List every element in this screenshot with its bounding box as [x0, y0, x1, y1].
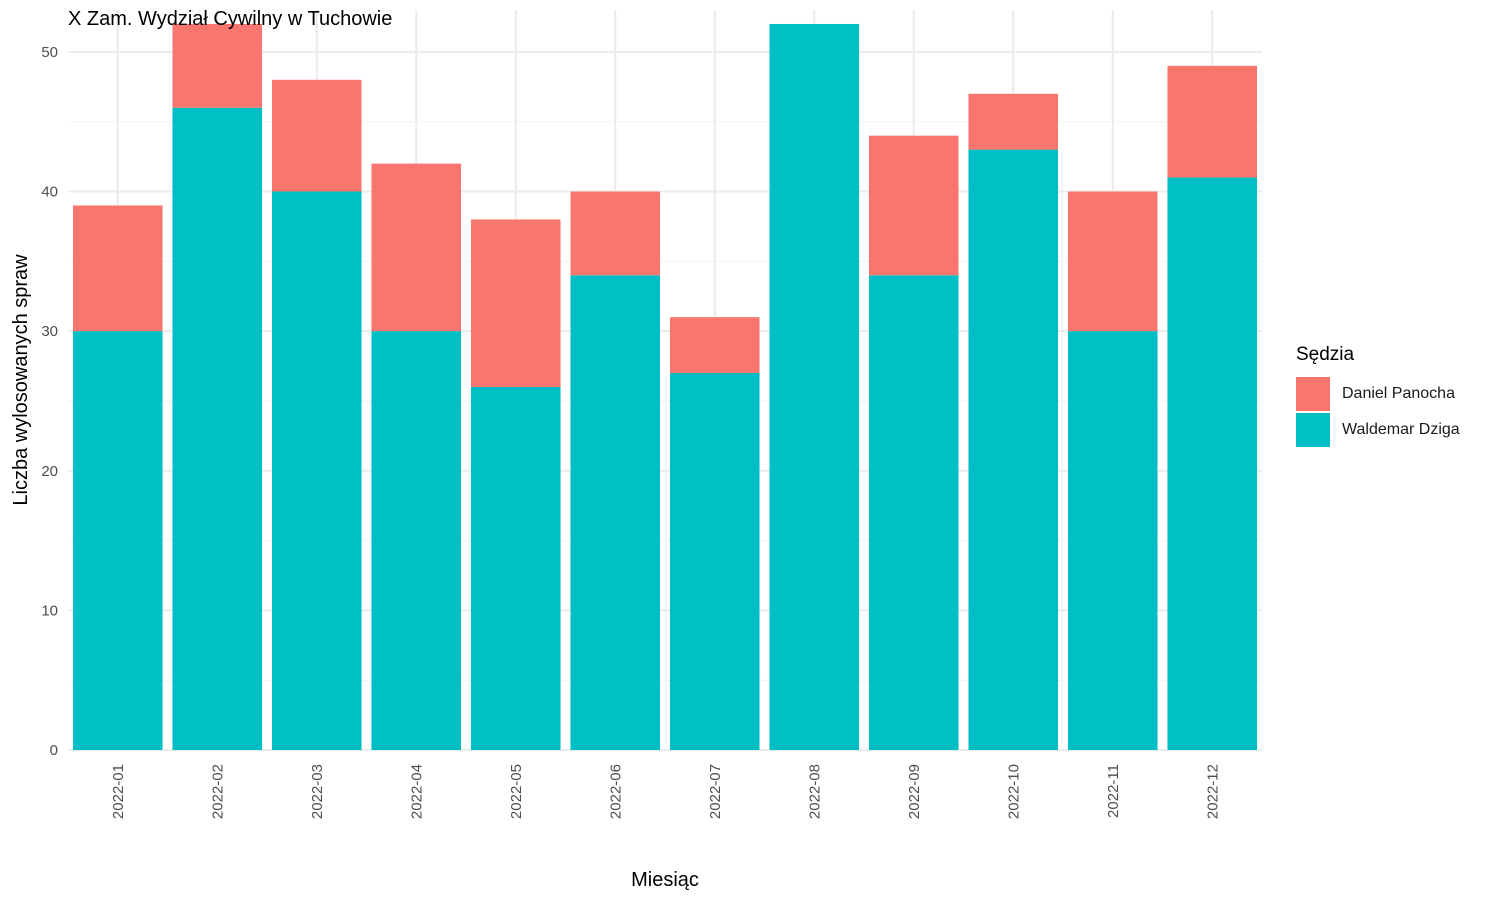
x-axis-title: Miesiąc — [631, 869, 699, 891]
bar — [570, 191, 661, 276]
bar — [868, 275, 959, 750]
x-tick-label: 2022-02 — [209, 764, 226, 819]
bar — [968, 93, 1059, 150]
bar — [1167, 65, 1258, 178]
x-tick-label: 2022-04 — [408, 764, 425, 819]
y-tick-label: 30 — [41, 323, 58, 340]
legend-swatch — [1296, 377, 1330, 411]
x-tick-label: 2022-05 — [508, 764, 525, 819]
y-tick-label: 20 — [41, 463, 58, 480]
legend-item: Waldemar Dziga — [1296, 412, 1460, 448]
y-tick-label: 0 — [50, 742, 58, 759]
bar — [371, 331, 462, 750]
bar — [1067, 331, 1158, 750]
legend-swatch — [1296, 413, 1330, 447]
x-tick-label: 2022-10 — [1005, 764, 1022, 819]
legend-label: Waldemar Dziga — [1342, 421, 1460, 438]
chart-title: X Zam. Wydział Cywilny w Tuchowie — [68, 8, 393, 30]
legend-label: Daniel Panocha — [1342, 385, 1455, 402]
bar — [72, 331, 163, 750]
bar — [1067, 191, 1158, 332]
bar — [470, 386, 561, 750]
legend-title: Sędzia — [1296, 344, 1355, 365]
y-tick-label: 10 — [41, 602, 58, 619]
bar — [669, 373, 760, 750]
bar — [868, 135, 959, 276]
x-tick-label: 2022-03 — [309, 764, 326, 819]
bar — [769, 23, 860, 750]
bar — [271, 191, 362, 751]
bar — [968, 149, 1059, 751]
x-tick-label: 2022-09 — [906, 764, 923, 819]
y-tick-label: 50 — [41, 44, 58, 61]
x-tick-label: 2022-08 — [806, 764, 823, 819]
bar — [271, 79, 362, 192]
x-tick-label: 2022-11 — [1105, 764, 1122, 818]
bar — [1167, 177, 1258, 750]
x-tick-label: 2022-12 — [1204, 764, 1221, 819]
bar — [570, 275, 661, 750]
legend: Sędzia Daniel Panocha Waldemar Dziga — [1296, 344, 1460, 448]
y-tick-label: 40 — [41, 184, 58, 201]
bar — [72, 205, 163, 332]
bar — [172, 107, 263, 751]
x-tick-label: 2022-01 — [110, 764, 127, 819]
legend-item: Daniel Panocha — [1296, 376, 1460, 412]
bar — [172, 23, 263, 108]
x-tick-label: 2022-07 — [707, 764, 724, 819]
bar — [669, 317, 760, 374]
bar — [470, 219, 561, 387]
bar — [371, 163, 462, 332]
x-tick-label: 2022-06 — [607, 764, 624, 819]
y-axis-title: Liczba wylosowanych spraw — [10, 254, 32, 506]
